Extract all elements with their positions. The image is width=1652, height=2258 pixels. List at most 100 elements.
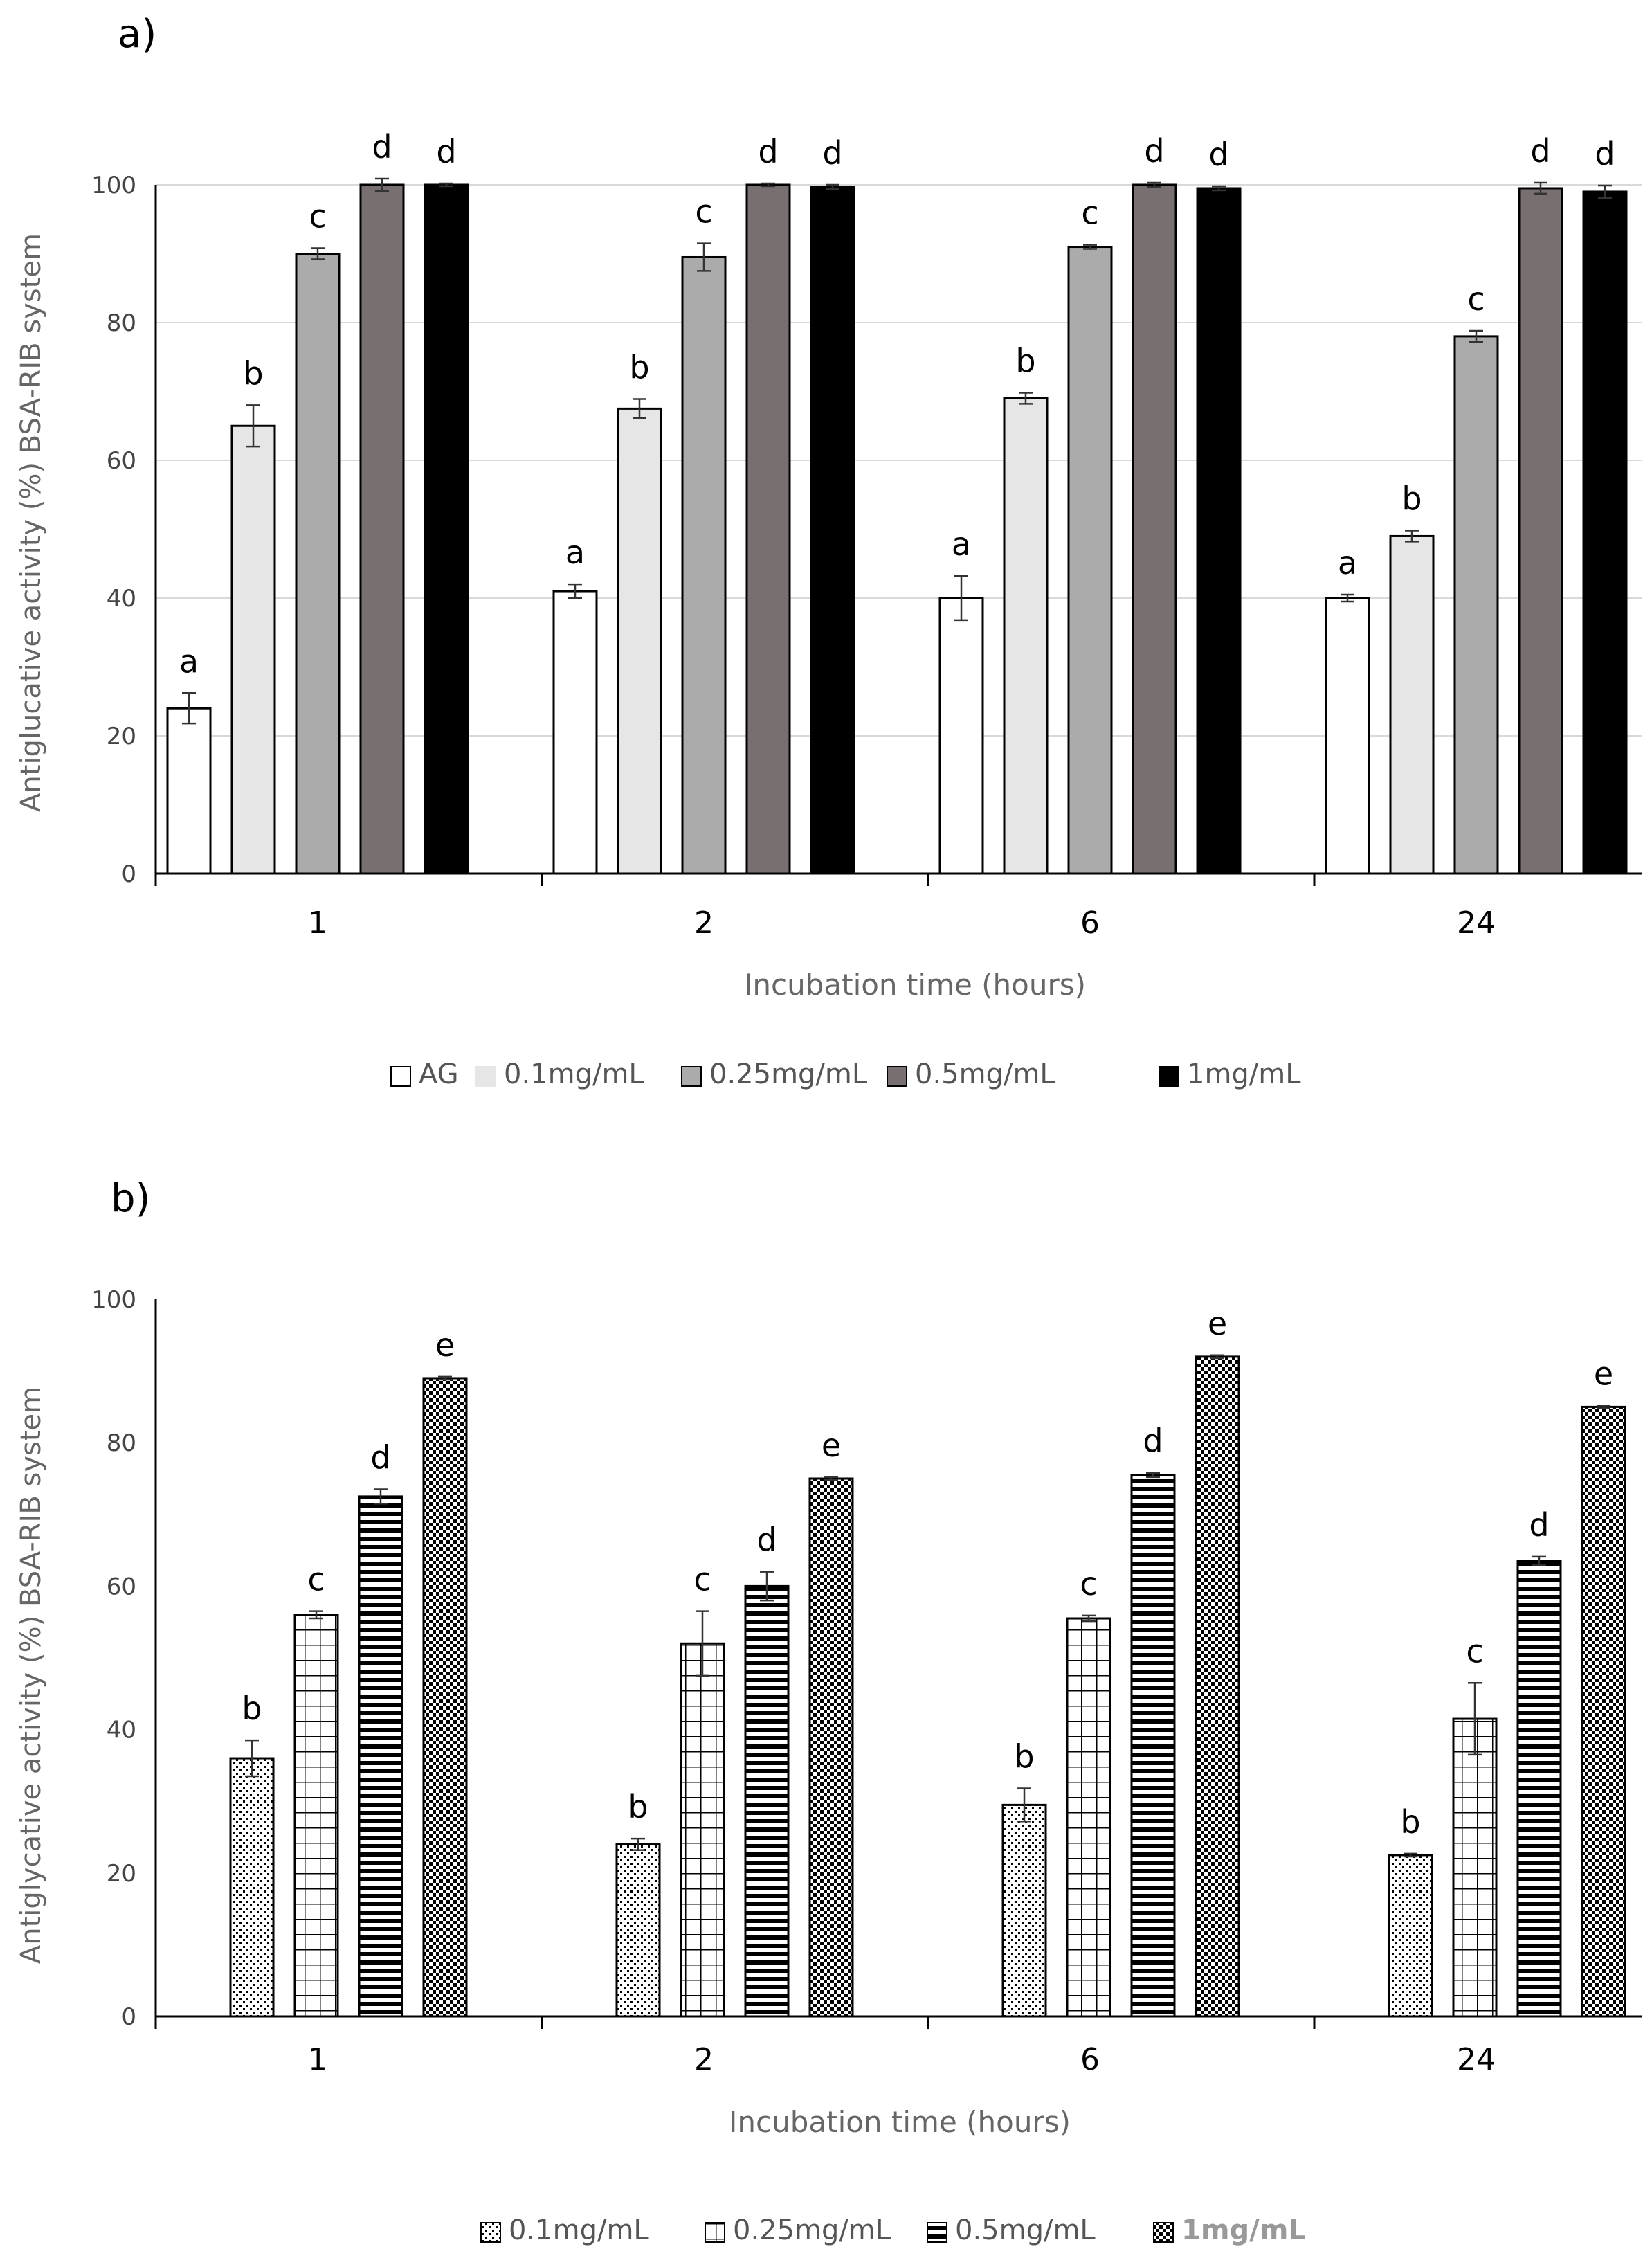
- chart-b-bar: [1581, 1405, 1626, 2018]
- chart-a-significance-letter: b: [243, 354, 263, 392]
- chart-a-y-tick-label: 20: [107, 723, 136, 750]
- chart-b-bar: [1066, 1617, 1111, 2018]
- chart-b-bar: [1388, 1854, 1433, 2018]
- chart-a-significance-letter: d: [1208, 136, 1228, 173]
- chart-a-y-axis-label: Antiglucative activity (%) BSA-RIB syste…: [15, 233, 47, 812]
- chart-a-legend-swatch: [475, 1066, 496, 1087]
- chart-b-legend-label: 0.5mg/mL: [955, 2214, 1096, 2246]
- chart-a-bar: [230, 424, 276, 875]
- chart-b-significance-letter: c: [307, 1561, 325, 1598]
- chart-a-bar: [938, 597, 984, 875]
- chart-a: a) 0 20 40 60 80 100 a a a a b b b b c c c c d d d d d d d d 1 2 6…: [15, 12, 1642, 1090]
- chart-b-legend-swatch: [480, 2222, 501, 2243]
- chart-a-significance-letter: d: [372, 128, 392, 165]
- chart-b-categories: 1 2 6 24: [308, 2042, 1496, 2077]
- chart-a-significance-letter: b: [1401, 480, 1422, 517]
- chart-b-y-tick-label: 60: [107, 1573, 136, 1600]
- chart-b-bar: [293, 1614, 339, 2018]
- chart-b-significance-letter: d: [1529, 1506, 1549, 1544]
- chart-a-bar: [1582, 190, 1628, 875]
- chart-b-bar: [615, 1843, 661, 2018]
- chart-b-y-tick-label: 80: [107, 1429, 136, 1457]
- chart-b-y-tick-label: 20: [107, 1860, 136, 1888]
- chart-b-significance-letter: e: [1594, 1355, 1613, 1392]
- chart-b-significance-letter: e: [822, 1427, 841, 1464]
- chart-a-y-tick-label: 40: [107, 585, 136, 613]
- chart-a-significance-letter: d: [758, 133, 778, 170]
- chart-b-bar: [744, 1584, 790, 2018]
- chart-b-significance-letter: c: [693, 1561, 711, 1598]
- chart-a-significance-letter: c: [1081, 195, 1098, 232]
- chart-a-significance-letter: d: [1144, 132, 1164, 170]
- chart-a-bar: [1132, 183, 1177, 875]
- chart-a-significance-letter: b: [629, 348, 649, 386]
- chart-b-axes: [154, 1299, 1642, 2029]
- chart-a-legend-label: 1mg/mL: [1187, 1058, 1301, 1090]
- chart-a-category-label: 6: [1080, 905, 1100, 941]
- chart-b-y-axis-label: Antiglycative activity (%) BSA-RIB syste…: [15, 1387, 47, 1964]
- chart-a-significance-letter: a: [1338, 544, 1357, 581]
- chart-b-legend-label: 0.1mg/mL: [509, 2214, 649, 2246]
- chart-a-legend-label: 0.25mg/mL: [709, 1058, 868, 1090]
- chart-a-category-label: 1: [308, 905, 327, 941]
- chart-b-significance-letter: b: [1014, 1738, 1034, 1776]
- chart-b-legend: 0.1mg/mL 0.25mg/mL 0.5mg/mL 1mg/mL: [480, 2214, 1306, 2246]
- chart-b-significance-letter: d: [756, 1521, 777, 1559]
- chart-a-y-tick-label: 80: [107, 309, 136, 337]
- chart-a-bar: [1003, 397, 1049, 875]
- chart-b-category-label: 24: [1457, 2042, 1496, 2077]
- chart-a-significance-letter: a: [179, 642, 199, 680]
- chart-b-y-tick-label: 0: [121, 2003, 136, 2031]
- chart-a-significance-letter: a: [952, 525, 971, 563]
- chart-a-bar: [295, 253, 341, 875]
- chart-b-bar: [1452, 1717, 1498, 2018]
- chart-a-bar: [1453, 335, 1499, 875]
- chart-a-legend-swatch: [1159, 1066, 1179, 1087]
- chart-a-bar: [617, 407, 662, 875]
- chart-a-bar: [1196, 187, 1242, 875]
- chart-a-bar: [552, 590, 598, 875]
- chart-a-y-tick-label: 60: [107, 447, 136, 475]
- chart-b-legend-label: 1mg/mL: [1181, 2214, 1306, 2246]
- chart-b-category-label: 2: [694, 2042, 714, 2077]
- chart-b-legend-swatch: [1153, 2222, 1174, 2243]
- chart-a-y-tick-label: 0: [121, 860, 136, 888]
- chart-a-categories: 1 2 6 24: [308, 905, 1496, 941]
- chart-a-bar: [810, 186, 855, 875]
- chart-a-bar: [745, 183, 791, 875]
- chart-b-significance-letter: d: [370, 1439, 390, 1476]
- chart-a-bar: [1518, 187, 1563, 875]
- chart-a-significance-letter: a: [565, 534, 585, 571]
- chart-b-panel-label: b): [111, 1176, 150, 1221]
- chart-a-significance-letter: d: [436, 133, 456, 170]
- chart-a-bar: [1325, 597, 1370, 875]
- chart-b-legend-swatch: [705, 2222, 725, 2243]
- chart-a-legend-label: 0.5mg/mL: [915, 1058, 1055, 1090]
- chart-b-bar: [1516, 1560, 1562, 2018]
- chart-b-bar: [229, 1757, 275, 2018]
- chart-b: b) 0 20 40 60 80 100 b b b b c c c c d d d d e e e e 1 2 6 24 I…: [15, 1176, 1642, 2246]
- chart-a-legend-swatch: [887, 1066, 907, 1087]
- chart-a-significance-letter: c: [695, 193, 712, 231]
- chart-a-axes: [154, 185, 1642, 886]
- chart-b-bar: [422, 1377, 468, 2018]
- chart-a-legend: AG 0.1mg/mL 0.25mg/mL 0.5mg/mL 1mg/mL: [390, 1058, 1301, 1090]
- chart-b-x-axis-label: Incubation time (hours): [729, 2105, 1071, 2139]
- chart-b-bar: [358, 1495, 403, 2018]
- chart-a-legend-swatch: [681, 1066, 702, 1087]
- chart-a-y-tick-label: 100: [91, 172, 136, 199]
- chart-b-significance-letter: e: [435, 1326, 455, 1364]
- chart-b-bar: [808, 1477, 854, 2018]
- chart-a-legend-label: 0.1mg/mL: [504, 1058, 644, 1090]
- chart-b-significance-letter: d: [1143, 1422, 1163, 1460]
- chart-b-bar: [1130, 1474, 1176, 2018]
- chart-a-bar: [166, 707, 212, 875]
- chart-a-bar: [1067, 246, 1113, 875]
- chart-b-legend-swatch: [927, 2222, 947, 2243]
- chart-b-significance-letter: b: [242, 1690, 262, 1727]
- chart-b-y-tick-label: 40: [107, 1717, 136, 1744]
- chart-a-significance-letter: d: [822, 134, 842, 172]
- chart-a-significance-letter: c: [309, 198, 326, 235]
- chart-b-category-label: 6: [1080, 2042, 1100, 2077]
- chart-b-significance-letter: b: [1400, 1803, 1420, 1841]
